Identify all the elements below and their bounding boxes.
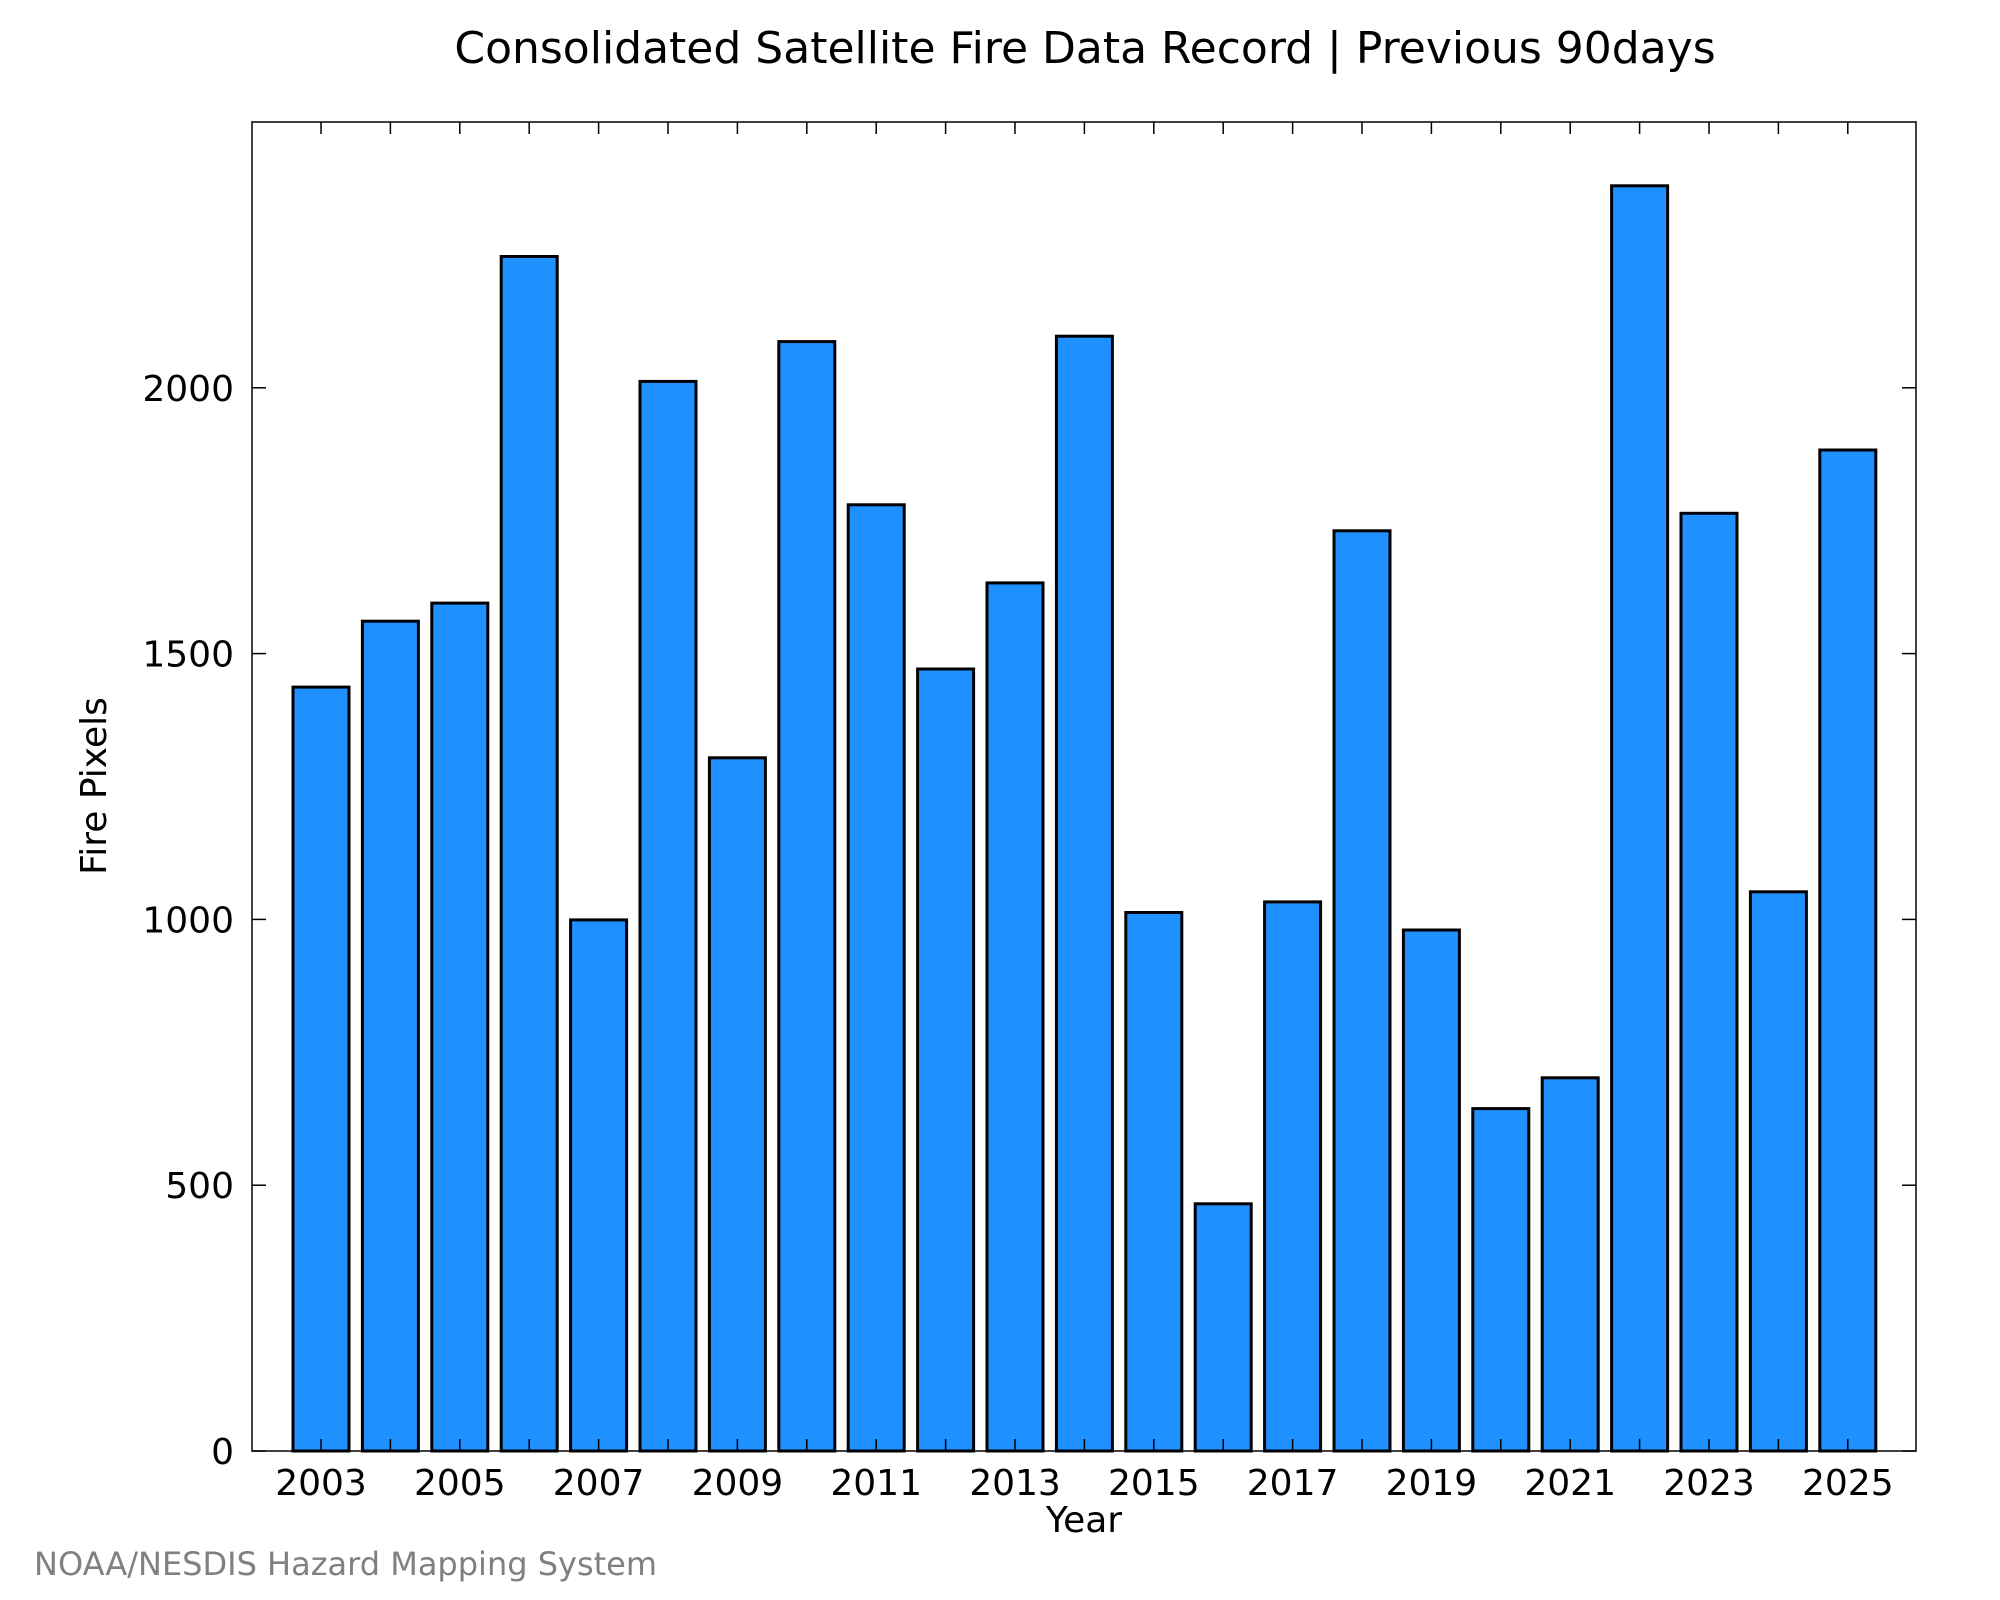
bar-2004 [360,619,420,1453]
x-tick-label: 2021 [1524,1463,1616,1504]
y-tick-label: 1000 [142,900,234,941]
y-tick-label: 2000 [142,369,234,410]
bar-2024 [1748,890,1808,1453]
x-tick-label: 2009 [692,1463,784,1504]
x-tick-label: 2019 [1386,1463,1478,1504]
bar-2016 [1193,1202,1253,1453]
bar-2007 [569,918,629,1453]
ticks-layer: 2003 2005 2007 2009 2011 2013 2015 2017 2019 2021… [142,122,1916,1504]
chart-title: Consolidated Satellite Fire Data Record … [454,23,1715,74]
bar-2013 [985,581,1045,1453]
x-tick-label: 2017 [1247,1463,1339,1504]
bar-2012 [916,667,976,1453]
x-tick-label: 2023 [1663,1463,1755,1504]
x-axis-label: Year [1045,1500,1122,1541]
bar-2005 [430,601,490,1453]
footer-credit: NOAA/NESDIS Hazard Mapping System [34,1545,657,1583]
x-tick-label: 2013 [969,1463,1061,1504]
bar-2021 [1540,1076,1600,1453]
y-axis-label: Fire Pixels [74,697,115,875]
y-tick-label: 1500 [142,635,234,676]
bar-2025 [1818,448,1878,1453]
bar-2010 [777,340,837,1453]
x-tick-label: 2005 [414,1463,506,1504]
plot-frame [251,121,1917,1452]
bar-2008 [638,379,698,1453]
bar-2023 [1679,511,1739,1453]
bar-2018 [1332,529,1392,1453]
bar-2009 [707,756,767,1453]
x-tick-label: 2011 [830,1463,922,1504]
x-tick-label: 2007 [553,1463,645,1504]
bar-2006 [499,255,559,1453]
x-tick-label: 2003 [275,1463,367,1504]
y-tick-label: 500 [165,1166,234,1207]
x-tick-label: 2015 [1108,1463,1200,1504]
bar-2014 [1054,334,1114,1453]
bars-layer [291,184,1878,1453]
bar-2019 [1401,928,1461,1453]
y-tick-label: 0 [211,1432,234,1473]
bar-2022 [1610,184,1670,1453]
bar-2011 [846,503,906,1453]
bar-2020 [1471,1107,1531,1453]
x-tick-label: 2025 [1802,1463,1894,1504]
bar-2003 [291,685,351,1453]
bar-2017 [1263,900,1323,1453]
bar-2015 [1124,911,1184,1453]
